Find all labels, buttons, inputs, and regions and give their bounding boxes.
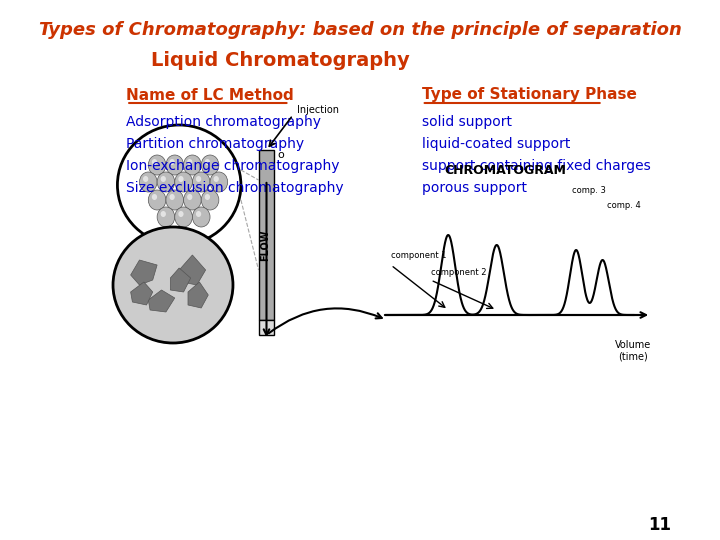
Polygon shape — [171, 268, 191, 292]
Circle shape — [140, 172, 157, 192]
Text: Partition chromatography: Partition chromatography — [126, 137, 305, 151]
Text: Ion-exchange chromatography: Ion-exchange chromatography — [126, 159, 340, 173]
Text: o: o — [277, 150, 284, 160]
Text: CHROMATOGRAM: CHROMATOGRAM — [445, 164, 567, 177]
Text: solid support: solid support — [422, 115, 512, 129]
Polygon shape — [130, 260, 157, 285]
Ellipse shape — [113, 227, 233, 343]
Polygon shape — [130, 282, 153, 305]
Text: support containing fixed charges: support containing fixed charges — [422, 159, 650, 173]
Text: Size exclusion chromatography: Size exclusion chromatography — [126, 181, 344, 195]
Text: FLOW: FLOW — [261, 230, 271, 261]
Circle shape — [175, 172, 192, 192]
Circle shape — [179, 211, 184, 217]
Circle shape — [148, 155, 166, 175]
Circle shape — [152, 194, 157, 200]
Circle shape — [179, 176, 184, 182]
Circle shape — [157, 207, 175, 227]
Text: Types of Chromatography: based on the principle of separation: Types of Chromatography: based on the pr… — [39, 21, 681, 39]
Circle shape — [192, 172, 210, 192]
Circle shape — [161, 176, 166, 182]
Circle shape — [201, 190, 219, 210]
Circle shape — [175, 207, 192, 227]
Text: comp. 3: comp. 3 — [572, 186, 606, 195]
Polygon shape — [148, 290, 175, 312]
Circle shape — [210, 172, 228, 192]
Circle shape — [184, 190, 201, 210]
Circle shape — [166, 190, 184, 210]
Text: component 2: component 2 — [431, 268, 486, 277]
Bar — [258, 320, 274, 335]
Text: 11: 11 — [649, 516, 672, 534]
Text: liquid-coated support: liquid-coated support — [422, 137, 570, 151]
Circle shape — [169, 194, 175, 200]
Circle shape — [161, 211, 166, 217]
Circle shape — [148, 190, 166, 210]
Circle shape — [184, 155, 201, 175]
Circle shape — [204, 194, 210, 200]
Circle shape — [192, 207, 210, 227]
Circle shape — [169, 159, 175, 165]
Circle shape — [214, 176, 219, 182]
Text: porous support: porous support — [422, 181, 527, 195]
Circle shape — [187, 194, 192, 200]
Circle shape — [152, 159, 157, 165]
Text: Type of Stationary Phase: Type of Stationary Phase — [422, 87, 636, 103]
Bar — [258, 150, 274, 320]
Text: Injection: Injection — [297, 105, 339, 115]
Circle shape — [157, 172, 175, 192]
Text: component 1: component 1 — [391, 251, 446, 260]
Circle shape — [166, 155, 184, 175]
Text: Liquid Chromatography: Liquid Chromatography — [151, 51, 410, 70]
Circle shape — [201, 155, 219, 175]
Polygon shape — [188, 282, 208, 308]
Circle shape — [196, 176, 201, 182]
Polygon shape — [179, 255, 206, 285]
Text: comp. 4: comp. 4 — [607, 201, 641, 210]
Text: Volume
(time): Volume (time) — [616, 340, 652, 362]
Circle shape — [204, 159, 210, 165]
Text: Name of LC Method: Name of LC Method — [126, 87, 294, 103]
Circle shape — [143, 176, 148, 182]
Circle shape — [196, 211, 201, 217]
Text: Adsorption chromatography: Adsorption chromatography — [126, 115, 321, 129]
Circle shape — [187, 159, 192, 165]
Ellipse shape — [117, 125, 241, 245]
